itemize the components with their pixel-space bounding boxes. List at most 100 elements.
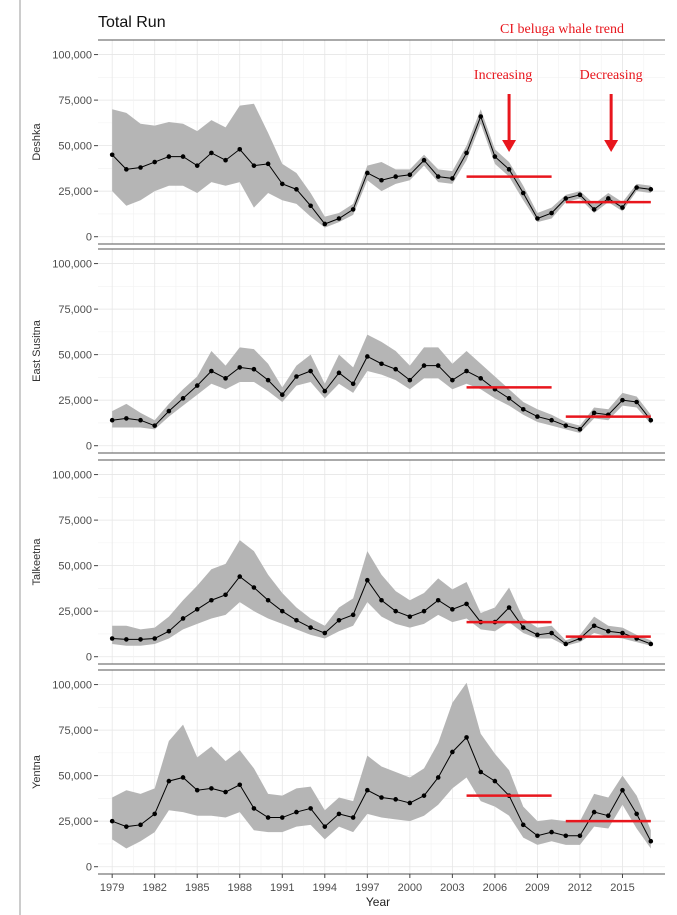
x-tick-label: 1991 bbox=[270, 882, 294, 894]
data-point bbox=[152, 159, 157, 165]
data-point bbox=[194, 383, 200, 388]
data-point bbox=[350, 207, 356, 212]
y-tick-label: 75,000 bbox=[58, 95, 92, 107]
data-point bbox=[223, 157, 228, 163]
x-tick-label: 1988 bbox=[228, 882, 252, 894]
data-point bbox=[577, 427, 583, 432]
x-tick-label: 1982 bbox=[142, 882, 166, 894]
data-point bbox=[166, 778, 172, 784]
data-point bbox=[124, 637, 129, 642]
data-point bbox=[251, 163, 257, 168]
data-point bbox=[209, 597, 214, 603]
y-tick-label: 0 bbox=[86, 232, 92, 244]
data-point bbox=[265, 161, 271, 167]
data-point bbox=[450, 607, 455, 612]
data-point bbox=[294, 374, 299, 379]
data-point bbox=[591, 623, 597, 629]
data-point bbox=[591, 207, 597, 212]
data-point bbox=[506, 167, 512, 172]
y-tick-label: 0 bbox=[86, 652, 92, 664]
data-point bbox=[563, 641, 569, 647]
y-tick-label: 75,000 bbox=[58, 515, 92, 527]
data-point bbox=[350, 612, 356, 618]
annotation-group: Increasing Decreasing bbox=[474, 68, 643, 152]
data-point bbox=[194, 163, 200, 168]
data-point bbox=[492, 778, 498, 784]
data-point bbox=[279, 181, 285, 187]
data-point bbox=[549, 417, 554, 423]
data-point bbox=[450, 749, 455, 755]
data-point bbox=[577, 192, 583, 198]
data-point bbox=[109, 818, 115, 824]
data-point bbox=[606, 196, 611, 201]
y-tick-label: 100,000 bbox=[52, 680, 92, 692]
y-tick-label: 25,000 bbox=[58, 395, 92, 407]
y-tick-label: 25,000 bbox=[58, 186, 92, 198]
data-point bbox=[365, 787, 370, 793]
data-point bbox=[251, 366, 257, 372]
data-point bbox=[393, 797, 398, 802]
data-point bbox=[421, 157, 427, 163]
data-point bbox=[634, 811, 639, 817]
data-point bbox=[308, 368, 313, 374]
data-point bbox=[279, 392, 285, 398]
data-point bbox=[591, 809, 597, 815]
panel-2: 0 25,000 50,000 75,000 100,000 Talkeetna bbox=[31, 459, 665, 665]
data-point bbox=[180, 154, 186, 159]
data-point bbox=[194, 607, 200, 612]
data-point bbox=[435, 597, 441, 603]
data-point bbox=[606, 813, 611, 819]
data-point bbox=[478, 114, 484, 119]
data-point bbox=[308, 625, 313, 630]
data-point bbox=[166, 154, 172, 159]
confidence-band bbox=[112, 540, 651, 646]
data-point bbox=[393, 608, 398, 614]
data-point bbox=[180, 396, 186, 401]
data-point bbox=[124, 416, 129, 421]
x-tick-label: 1979 bbox=[100, 882, 124, 894]
data-point bbox=[435, 363, 441, 368]
data-point bbox=[591, 410, 597, 416]
data-point bbox=[620, 205, 625, 210]
data-point bbox=[308, 203, 313, 209]
data-point bbox=[520, 190, 526, 196]
data-point bbox=[478, 376, 484, 381]
data-point bbox=[350, 815, 356, 820]
data-point bbox=[251, 585, 257, 590]
data-point bbox=[237, 146, 243, 152]
data-point bbox=[435, 174, 441, 179]
data-point bbox=[209, 150, 214, 156]
data-point bbox=[563, 423, 569, 428]
data-point bbox=[648, 838, 654, 844]
data-point bbox=[279, 608, 285, 614]
decreasing-arrow-icon-head bbox=[604, 140, 619, 152]
data-point bbox=[435, 775, 441, 780]
data-point bbox=[648, 417, 654, 423]
data-point bbox=[393, 174, 398, 179]
decreasing-annotation: Decreasing bbox=[580, 68, 643, 83]
x-tick-label: 2003 bbox=[440, 882, 464, 894]
data-point bbox=[407, 377, 413, 383]
trend-header-annotation: CI beluga whale trend bbox=[500, 22, 624, 37]
data-point bbox=[294, 187, 299, 192]
data-point bbox=[634, 185, 639, 190]
panel-label-yentna: Yentna bbox=[31, 754, 43, 789]
data-point bbox=[322, 630, 328, 636]
data-point bbox=[648, 187, 654, 192]
data-point bbox=[549, 630, 554, 636]
data-point bbox=[634, 399, 639, 405]
data-point bbox=[152, 636, 157, 641]
increasing-annotation: Increasing bbox=[474, 68, 532, 83]
confidence-band bbox=[112, 682, 651, 849]
data-point bbox=[265, 815, 271, 820]
x-tick-label: 2015 bbox=[610, 882, 634, 894]
confidence-band bbox=[112, 103, 651, 228]
data-point bbox=[152, 423, 157, 428]
y-tick-label: 25,000 bbox=[58, 606, 92, 618]
data-point bbox=[365, 354, 370, 359]
data-point bbox=[620, 787, 625, 793]
data-point bbox=[336, 617, 342, 623]
data-point bbox=[379, 177, 384, 183]
data-point bbox=[421, 363, 427, 368]
data-point bbox=[379, 795, 384, 800]
